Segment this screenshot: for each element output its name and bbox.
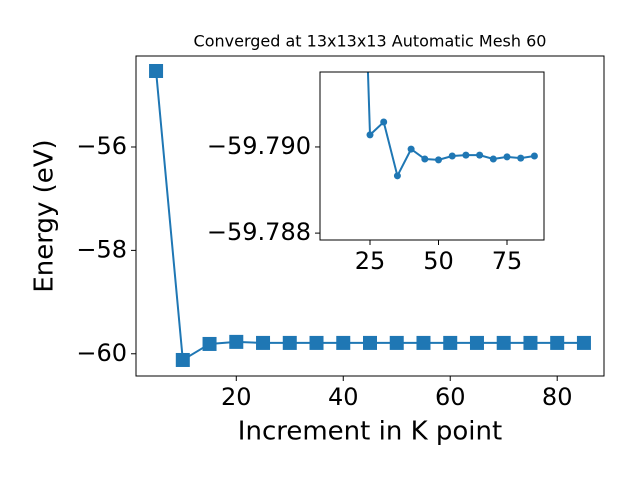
marker — [489, 155, 497, 163]
marker — [421, 155, 429, 163]
marker — [435, 156, 443, 164]
x-tick-label: 20 — [221, 383, 252, 411]
marker — [393, 172, 401, 180]
marker — [366, 131, 374, 139]
marker — [517, 154, 525, 162]
chart-title: Converged at 13x13x13 Automatic Mesh 60 — [194, 32, 547, 51]
x-tick-label: 40 — [328, 383, 359, 411]
marker — [256, 335, 271, 350]
marker — [448, 152, 456, 160]
marker — [443, 335, 458, 350]
y-tick-label: −56 — [76, 132, 127, 160]
marker — [416, 335, 431, 350]
x-tick-label: 75 — [492, 247, 523, 275]
marker — [336, 335, 351, 350]
plot-area — [149, 63, 591, 367]
marker — [229, 334, 244, 349]
marker — [202, 336, 217, 351]
y-tick-label: −60 — [76, 339, 127, 367]
marker — [363, 335, 377, 350]
y-tick-label: −58 — [76, 235, 127, 263]
plot-area — [366, 72, 538, 180]
marker — [476, 151, 484, 159]
marker — [282, 335, 297, 350]
y-tick-label: −59.790 — [207, 132, 311, 160]
marker — [175, 352, 190, 367]
marker — [496, 335, 511, 350]
marker — [380, 118, 388, 126]
marker — [469, 335, 484, 350]
plot-frame — [135, 55, 605, 377]
y-tick-label: −59.788 — [207, 218, 311, 246]
marker — [550, 335, 565, 350]
marker — [462, 151, 470, 159]
plot-frame — [319, 71, 545, 241]
marker — [149, 63, 164, 78]
x-tick-label: 50 — [423, 247, 454, 275]
y-axis-label: Energy (eV) — [30, 139, 60, 292]
x-axis-label: Increment in K point — [238, 417, 502, 447]
x-tick-label: 60 — [435, 383, 466, 411]
marker — [407, 145, 415, 153]
marker — [530, 152, 538, 160]
x-tick-label: 25 — [355, 247, 386, 275]
marker — [309, 335, 324, 350]
x-tick-label: 80 — [542, 383, 573, 411]
marker — [503, 153, 511, 161]
marker — [389, 335, 404, 350]
marker — [523, 335, 538, 350]
marker — [576, 335, 591, 350]
